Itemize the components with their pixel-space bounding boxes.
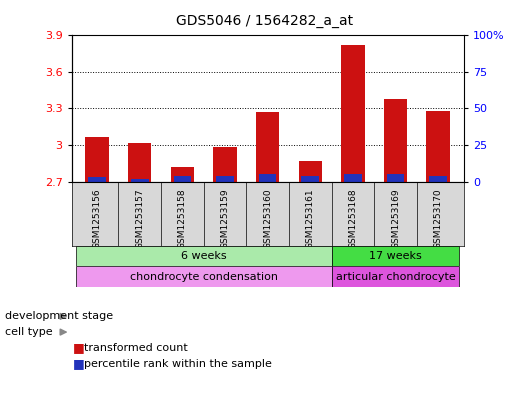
Bar xyxy=(216,176,234,182)
Text: GSM1253159: GSM1253159 xyxy=(220,188,229,249)
Text: articular chondrocyte: articular chondrocyte xyxy=(335,272,455,282)
Bar xyxy=(174,176,191,182)
Text: chondrocyte condensation: chondrocyte condensation xyxy=(130,272,278,282)
Bar xyxy=(76,266,332,287)
Bar xyxy=(213,147,237,182)
Text: GSM1253157: GSM1253157 xyxy=(135,188,144,249)
Bar xyxy=(259,174,277,182)
Bar xyxy=(344,174,361,182)
Bar xyxy=(89,177,106,182)
Text: GSM1253170: GSM1253170 xyxy=(434,188,443,249)
Bar xyxy=(387,174,404,182)
Text: GDS5046 / 1564282_a_at: GDS5046 / 1564282_a_at xyxy=(176,14,354,28)
Text: development stage: development stage xyxy=(5,311,113,321)
Text: GSM1253160: GSM1253160 xyxy=(263,188,272,249)
Text: ■: ■ xyxy=(73,357,85,370)
Bar xyxy=(298,161,322,182)
Text: percentile rank within the sample: percentile rank within the sample xyxy=(84,358,271,369)
Bar xyxy=(384,99,407,182)
Bar xyxy=(302,176,319,182)
Text: GSM1253156: GSM1253156 xyxy=(93,188,102,249)
Text: 17 weeks: 17 weeks xyxy=(369,251,422,261)
Text: GSM1253158: GSM1253158 xyxy=(178,188,187,249)
Text: GSM1253169: GSM1253169 xyxy=(391,188,400,249)
Text: GSM1253168: GSM1253168 xyxy=(348,188,357,249)
Text: ■: ■ xyxy=(73,341,85,354)
Bar xyxy=(341,45,365,182)
Text: transformed count: transformed count xyxy=(84,343,188,353)
Bar xyxy=(76,246,332,266)
Text: 6 weeks: 6 weeks xyxy=(181,251,226,261)
Text: cell type: cell type xyxy=(5,327,53,337)
Text: GSM1253161: GSM1253161 xyxy=(306,188,315,249)
Bar xyxy=(85,136,109,182)
Bar xyxy=(332,266,460,287)
Bar xyxy=(429,176,447,182)
Bar xyxy=(256,112,279,182)
Bar xyxy=(131,179,148,182)
Bar xyxy=(171,167,194,182)
Bar xyxy=(128,143,152,182)
Bar xyxy=(332,246,460,266)
Bar xyxy=(427,111,450,182)
